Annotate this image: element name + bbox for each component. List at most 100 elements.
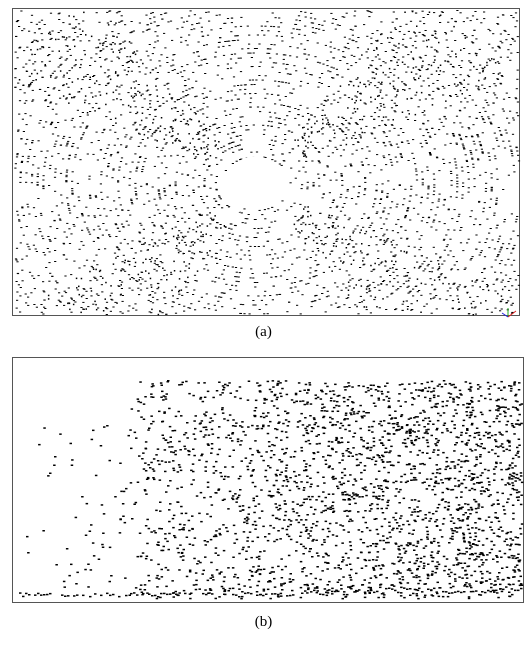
point	[103, 426, 106, 428]
point	[380, 21, 382, 22]
point	[322, 110, 324, 111]
point	[22, 156, 24, 157]
point	[211, 281, 213, 282]
point	[329, 215, 331, 217]
point	[442, 523, 445, 525]
point	[457, 404, 460, 406]
point	[51, 276, 53, 277]
point	[436, 519, 439, 521]
point	[66, 170, 68, 171]
point	[366, 288, 368, 290]
point	[373, 50, 375, 51]
point	[143, 161, 145, 162]
point	[482, 152, 484, 153]
point	[215, 258, 217, 259]
point	[142, 31, 144, 32]
point	[509, 60, 511, 61]
point	[473, 178, 475, 179]
point	[423, 426, 426, 428]
point	[234, 54, 236, 55]
point	[244, 518, 247, 520]
point	[128, 61, 130, 62]
point	[343, 149, 345, 150]
point	[315, 295, 317, 296]
point	[146, 51, 148, 52]
point	[196, 563, 199, 565]
point	[308, 224, 310, 225]
point	[315, 275, 317, 276]
point	[427, 78, 429, 79]
point	[218, 127, 220, 128]
point	[44, 100, 46, 101]
point	[206, 44, 208, 45]
point	[204, 589, 207, 591]
point	[330, 103, 332, 104]
point	[387, 119, 389, 120]
point	[239, 159, 241, 160]
point	[415, 389, 418, 391]
point	[182, 97, 184, 98]
point	[128, 105, 129, 107]
point	[133, 258, 135, 259]
point	[210, 174, 212, 175]
point	[220, 28, 222, 29]
point	[339, 129, 341, 130]
point	[118, 170, 120, 171]
point	[59, 58, 61, 59]
point	[204, 178, 206, 179]
point	[456, 144, 458, 145]
point	[54, 238, 56, 239]
point	[298, 488, 301, 490]
point	[83, 50, 85, 51]
point	[79, 29, 81, 30]
point	[25, 64, 27, 65]
point	[402, 39, 404, 40]
point	[394, 110, 396, 111]
point	[294, 216, 296, 217]
point	[243, 585, 246, 587]
point	[80, 64, 82, 66]
point	[228, 590, 231, 592]
point	[156, 258, 158, 259]
point	[474, 465, 477, 467]
point	[474, 11, 476, 12]
point	[27, 206, 29, 207]
point	[176, 237, 178, 239]
point	[286, 115, 288, 116]
point	[59, 219, 61, 220]
point	[428, 85, 430, 87]
point	[298, 171, 300, 172]
point	[203, 180, 205, 181]
point	[166, 142, 168, 143]
point	[85, 291, 87, 292]
point	[139, 124, 141, 125]
point	[472, 100, 474, 101]
point	[263, 246, 265, 247]
point	[508, 141, 510, 142]
point	[86, 126, 88, 127]
point	[66, 223, 68, 224]
point	[341, 180, 343, 181]
point	[317, 131, 319, 133]
point	[91, 290, 93, 292]
point	[477, 88, 479, 89]
point	[430, 261, 432, 262]
point	[366, 231, 368, 233]
point	[407, 272, 409, 273]
figure: (a) (b)	[0, 0, 527, 649]
point	[26, 256, 28, 257]
point	[113, 51, 115, 53]
point	[270, 263, 272, 264]
point	[265, 232, 267, 233]
point	[239, 398, 242, 400]
point	[479, 446, 482, 448]
point	[187, 45, 189, 46]
point	[384, 518, 387, 520]
point	[402, 89, 404, 90]
point	[109, 111, 111, 112]
point	[416, 262, 418, 263]
point	[495, 260, 497, 261]
point	[348, 97, 350, 98]
point	[280, 461, 283, 463]
point	[195, 584, 198, 586]
